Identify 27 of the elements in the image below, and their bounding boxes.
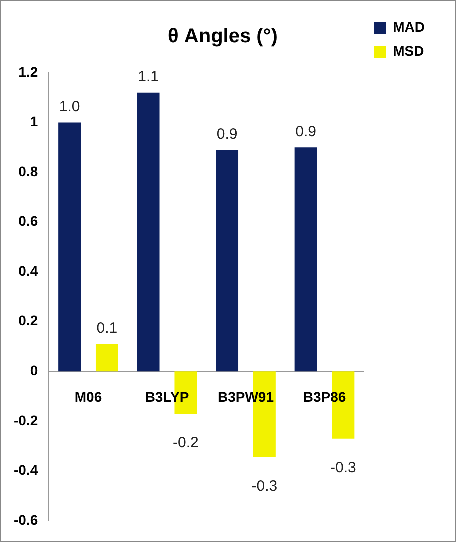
y-tick-label: 1.2 xyxy=(18,64,38,80)
y-tick-label: -0.2 xyxy=(14,412,38,428)
y-tick-label: 0.6 xyxy=(18,213,38,230)
legend-label: MAD xyxy=(393,18,426,35)
data-label: 0.1 xyxy=(96,320,118,337)
data-label: 1.0 xyxy=(59,98,80,116)
chart-title: θ Angles (°) xyxy=(168,26,278,48)
data-label: 0.9 xyxy=(296,123,316,140)
y-tick-label: -0.4 xyxy=(14,462,38,478)
x-tick-label: M06 xyxy=(74,388,102,405)
y-tick-label: -0.6 xyxy=(14,512,38,528)
legend-label: MSD xyxy=(393,42,424,59)
data-label: -0.2 xyxy=(173,434,199,452)
bar xyxy=(216,150,239,372)
data-label: 0.9 xyxy=(216,126,238,143)
y-tick-label: 0 xyxy=(30,362,38,379)
bar xyxy=(96,344,118,372)
data-label: -0.3 xyxy=(252,478,278,496)
y-tick-label: 0.2 xyxy=(18,312,38,329)
bar xyxy=(294,148,318,372)
data-label: 1.1 xyxy=(138,68,159,86)
data-label: -0.3 xyxy=(330,460,356,477)
y-tick-label: 0.4 xyxy=(18,262,38,279)
y-tick-label: 0.8 xyxy=(18,163,38,180)
bar xyxy=(137,92,160,372)
y-tick-label: 1 xyxy=(30,114,38,130)
bar xyxy=(58,122,82,372)
